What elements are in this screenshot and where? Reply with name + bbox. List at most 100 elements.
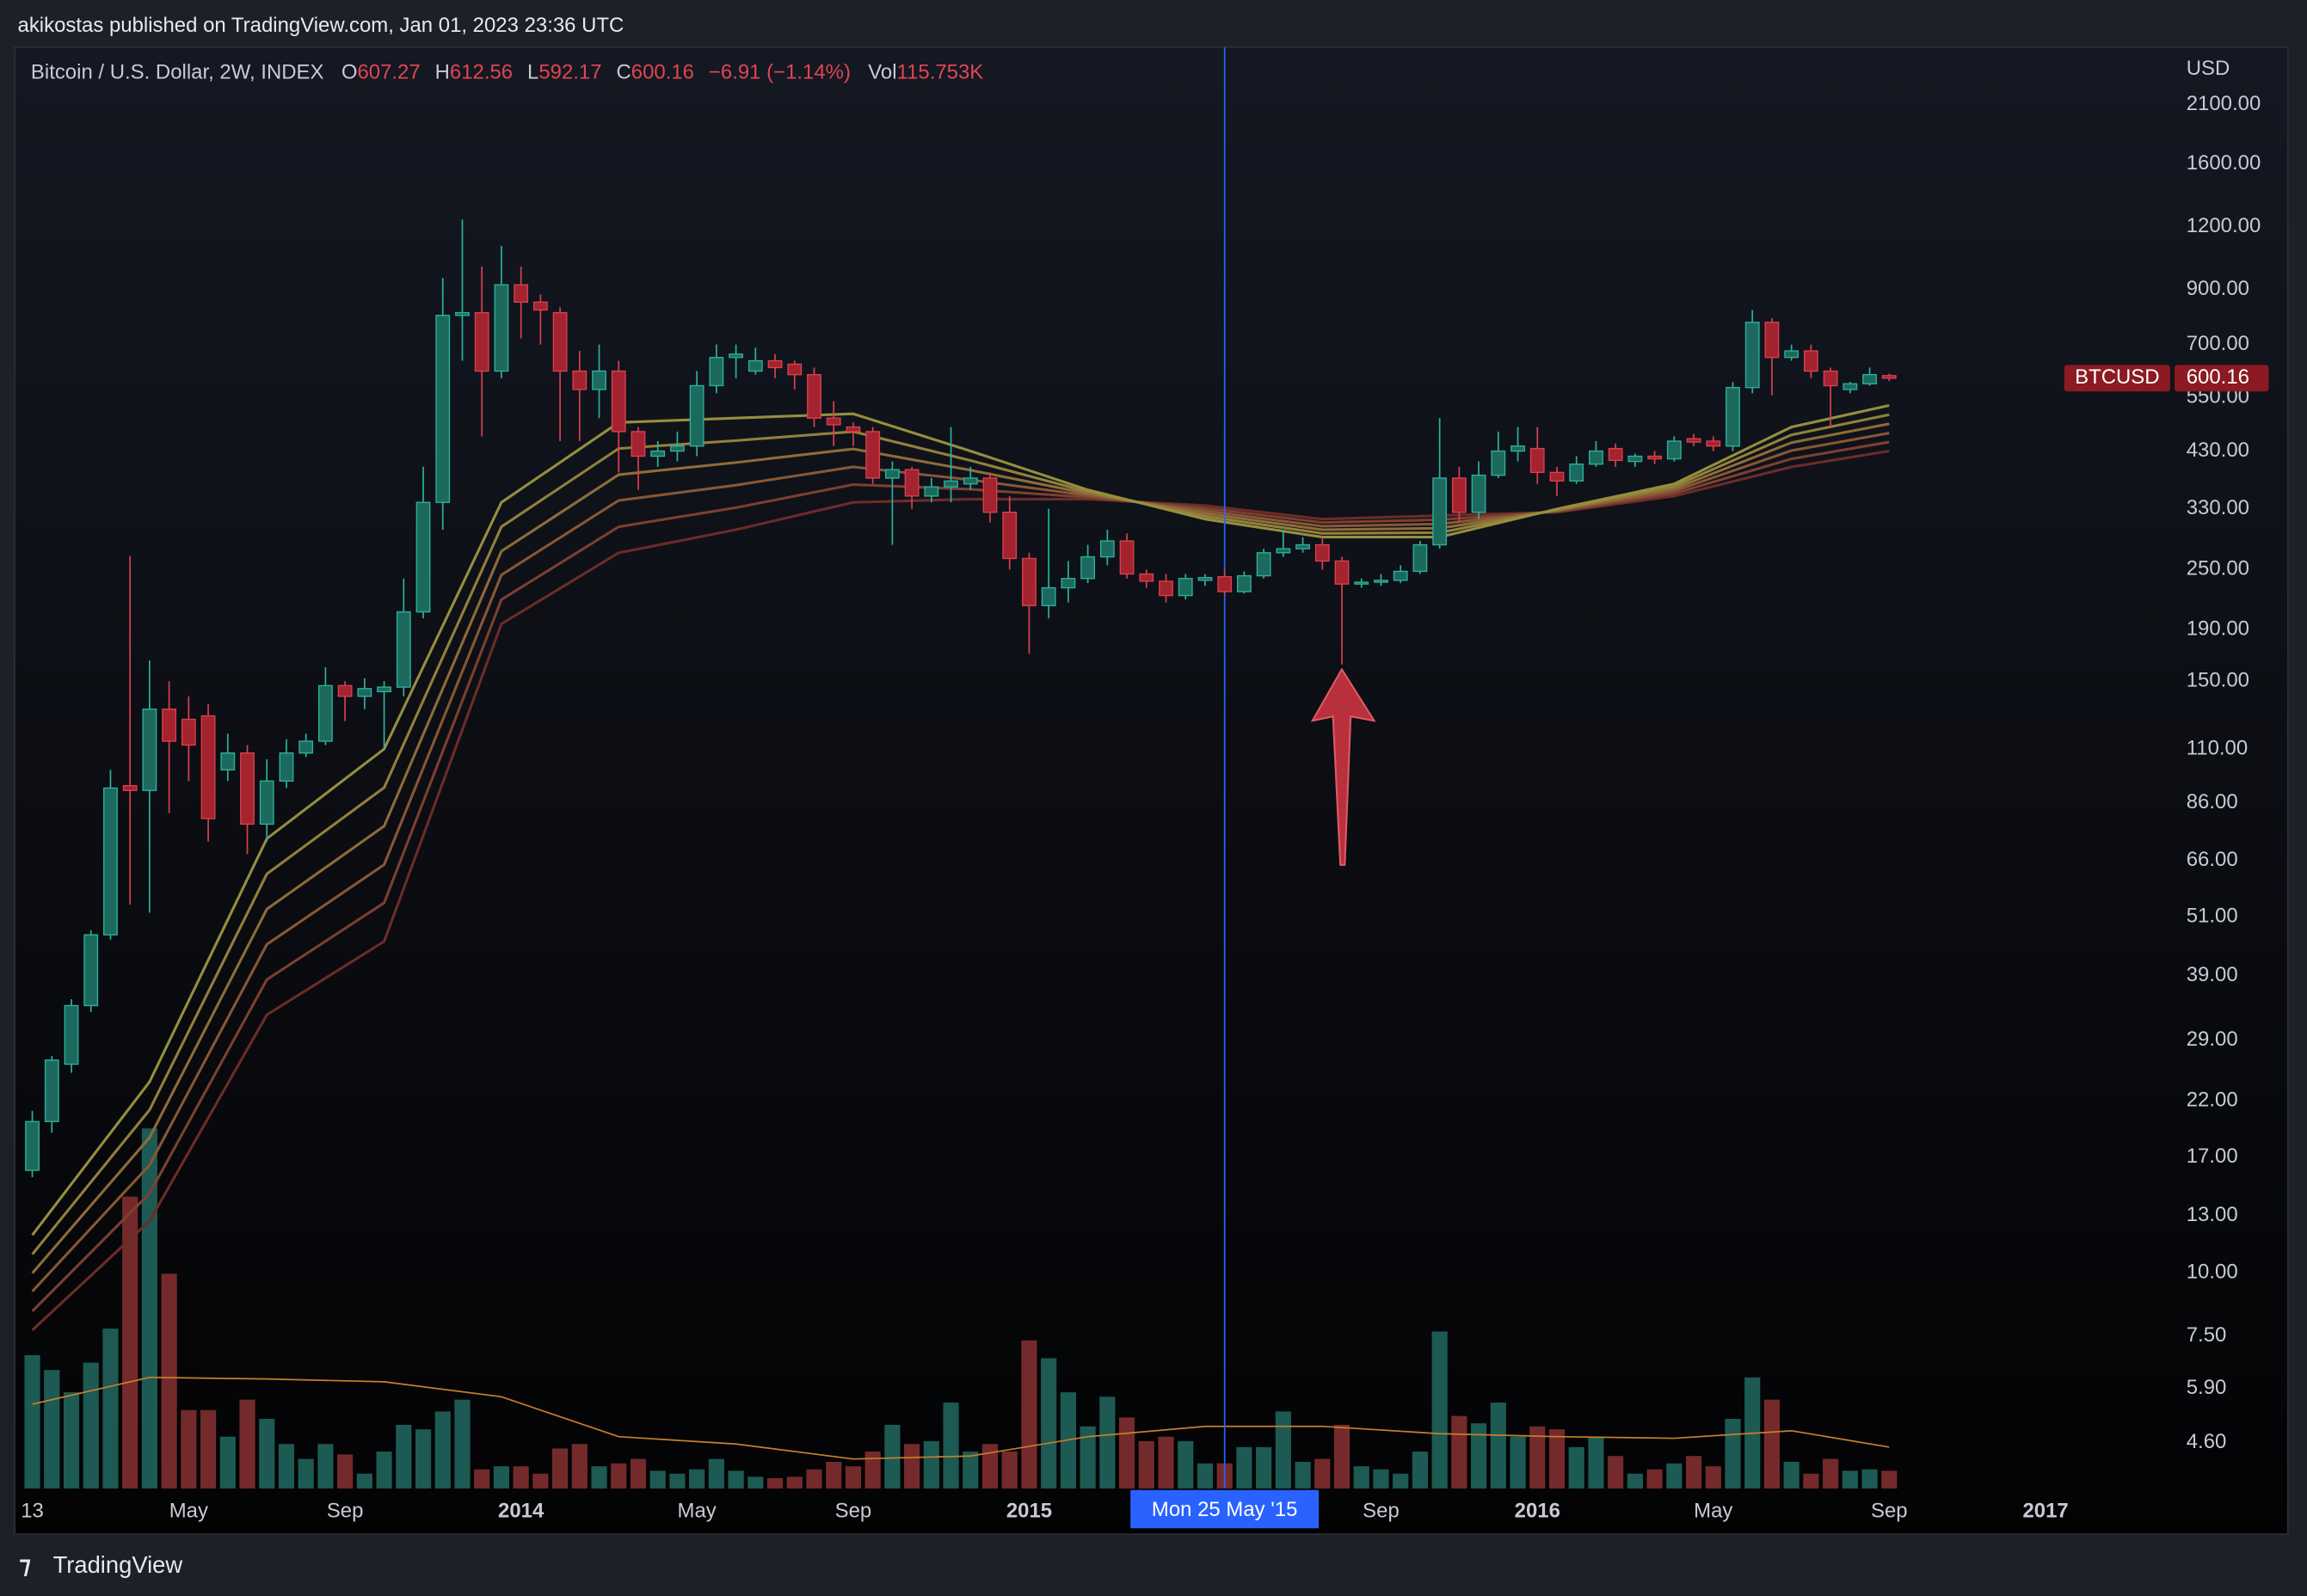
volume-bar	[1725, 1418, 1741, 1489]
candle-body	[532, 301, 548, 311]
candle-body	[1549, 471, 1565, 482]
candle-body	[220, 752, 236, 770]
legend: Bitcoin / U.S. Dollar, 2W, INDEX O607.27…	[31, 61, 983, 84]
candle-body	[1022, 557, 1037, 606]
candle-body	[455, 311, 470, 316]
volume-bar	[1333, 1424, 1350, 1489]
volume-bar	[943, 1403, 959, 1489]
volume-bar	[1118, 1417, 1135, 1489]
candle-body	[1217, 575, 1233, 592]
candle-body	[142, 708, 157, 791]
arrow-annotation	[1310, 667, 1376, 866]
y-tick-label: 13.00	[2187, 1203, 2238, 1226]
volume-bar	[1256, 1446, 1272, 1489]
candle-body	[1744, 322, 1760, 389]
x-tick-label: 2016	[1515, 1500, 1560, 1523]
candle-body	[64, 1004, 79, 1065]
volume-bar	[1627, 1473, 1643, 1489]
candle-body	[377, 686, 391, 693]
candle-body	[729, 353, 744, 359]
volume-bar	[83, 1362, 99, 1489]
y-tick-label: 2100.00	[2187, 92, 2261, 115]
volume-bar	[239, 1399, 255, 1489]
brand: TradingView	[53, 1551, 183, 1578]
symbol-badge-label: BTCUSD	[2075, 365, 2159, 389]
volume-bar	[200, 1409, 217, 1489]
candle-body	[1803, 350, 1818, 372]
candle-body	[767, 359, 783, 369]
y-tick-label: 250.00	[2187, 557, 2249, 580]
price-badge	[2175, 365, 2269, 392]
volume-bar	[181, 1409, 197, 1489]
volume-bar	[1666, 1463, 1683, 1489]
candle-body	[1314, 543, 1330, 562]
legend-value: 612.56	[450, 61, 513, 84]
candle-body	[1334, 560, 1350, 585]
candle-body	[709, 356, 724, 387]
candle-body	[1197, 577, 1213, 581]
candle-body	[435, 315, 451, 503]
volume-bar	[1412, 1452, 1429, 1489]
candle-body	[1432, 477, 1448, 546]
candle-body	[44, 1059, 59, 1122]
volume-bar	[1803, 1473, 1819, 1489]
candle-body	[1862, 373, 1877, 384]
volume-bar	[552, 1448, 569, 1489]
published-note: akikostas published on TradingView.com, …	[18, 14, 624, 37]
candle-body	[650, 450, 666, 457]
volume-bar	[1393, 1473, 1409, 1489]
candle-body	[103, 787, 118, 936]
candle-body	[1119, 540, 1135, 575]
candle-body	[1061, 578, 1076, 589]
candle-body	[1647, 455, 1663, 460]
x-tick-label: Sep	[327, 1500, 364, 1523]
price-badge-label: 600.16	[2187, 365, 2249, 389]
volume-bar	[434, 1411, 451, 1489]
volume-bar	[317, 1444, 334, 1489]
candle-body	[317, 684, 333, 742]
candle-body	[1237, 574, 1252, 592]
y-tick-label: 66.00	[2187, 848, 2238, 871]
volume-bar	[1138, 1440, 1154, 1489]
candle-body	[631, 431, 646, 457]
legend-value: 592.17	[538, 61, 601, 84]
volume-bar	[689, 1469, 705, 1489]
volume-bar	[415, 1429, 432, 1489]
volume-bar	[1861, 1469, 1878, 1489]
candle-body	[1589, 450, 1603, 465]
y-tick-label: 330.00	[2187, 496, 2249, 519]
volume-bar	[102, 1328, 119, 1489]
volume-bar	[1646, 1469, 1663, 1489]
volume-bar	[649, 1470, 666, 1489]
candle-body	[122, 784, 138, 791]
volume-bar	[981, 1444, 999, 1489]
y-tick-label: 7.50	[2187, 1323, 2227, 1347]
candle-body	[514, 284, 529, 304]
candle-body	[25, 1120, 40, 1171]
y-tick-label: 10.00	[2187, 1261, 2238, 1284]
volume-bar	[356, 1473, 372, 1489]
y-tick-label: 5.90	[2187, 1376, 2227, 1399]
candle-body	[552, 311, 568, 372]
y-tick-label: 86.00	[2187, 790, 2238, 813]
volume-bar	[1685, 1456, 1702, 1489]
volume-bar	[493, 1466, 510, 1489]
volume-bar	[571, 1444, 588, 1489]
candle-body	[494, 284, 509, 372]
ribbon-line	[31, 403, 1890, 1237]
candle-body	[1451, 477, 1467, 513]
candle-body	[1256, 552, 1271, 577]
candle-body	[1608, 447, 1623, 462]
volume-bar	[806, 1469, 822, 1489]
x-tick-label: 13	[21, 1500, 44, 1523]
volume-bar	[1881, 1470, 1898, 1489]
candle-body	[1569, 463, 1584, 482]
volume-bar	[298, 1458, 314, 1489]
candle-body	[240, 752, 255, 826]
plot	[24, 46, 1898, 1489]
candle-body	[1764, 322, 1780, 359]
x-tick-label: May	[1694, 1500, 1732, 1523]
candle-body	[1627, 455, 1643, 463]
